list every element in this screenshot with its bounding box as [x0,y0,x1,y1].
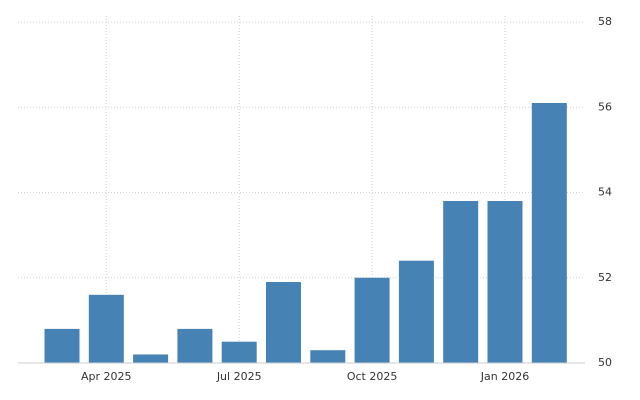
y-tick-label: 54 [598,186,612,199]
x-tick-label: Apr 2025 [81,370,132,383]
bar [88,294,124,363]
bar [221,341,257,363]
bar [133,354,169,363]
y-tick-label: 52 [598,271,612,284]
bar [44,328,80,363]
bar [310,350,346,363]
x-tick-label: Oct 2025 [347,370,398,383]
x-tick-label: Jan 2026 [480,370,529,383]
bar [487,201,523,363]
bar [531,102,567,364]
bar [443,201,479,363]
y-tick-label: 58 [598,15,612,28]
bar [177,328,213,363]
y-tick-label: 56 [598,100,612,113]
bar [398,260,434,363]
bar [354,277,390,363]
y-tick-label: 50 [598,356,612,369]
bar [266,282,301,363]
x-tick-label: Jul 2025 [216,370,262,383]
